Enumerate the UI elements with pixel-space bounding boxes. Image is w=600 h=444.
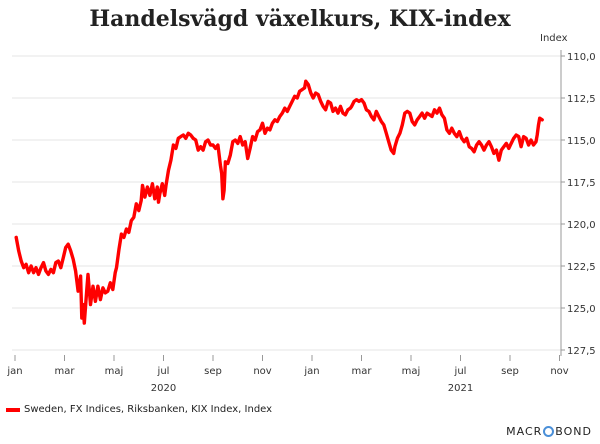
x-tick-label: sep [501,366,519,377]
y-tick-label: 115,0 [567,136,596,147]
brand-suffix: BOND [555,425,592,438]
x-tick-label: maj [402,366,421,377]
x-tick-label: sep [204,366,222,377]
x-tick-label: mar [352,366,373,377]
y-tick-label: 122,5 [567,262,596,273]
x-year-label: 2021 [448,383,473,394]
brand-prefix: MACR [506,425,543,438]
x-tick-label: maj [105,366,124,377]
x-tick-label: nov [550,366,568,377]
y-tick-label: 125,0 [567,304,596,315]
x-tick-label: mar [55,366,76,377]
x-tick-label: jul [157,366,170,377]
y-axis-label: Index [540,33,568,44]
x-tick-label: nov [253,366,271,377]
brand-o-mark-icon [543,426,555,437]
y-tick-label: 110,0 [567,52,596,63]
series-line-kix [14,79,544,325]
y-tick-label: 127,5 [567,346,596,357]
x-tick-label: jan [303,366,319,377]
chart-title: Handelsvägd växelkurs, KIX-index [89,6,511,32]
legend-swatch [6,407,20,412]
y-tick-label: 112,5 [567,94,596,105]
legend-label: Sweden, FX Indices, Riksbanken, KIX Inde… [24,404,273,415]
macrobond-logo: MACR BOND [506,425,592,438]
x-tick-label: jan [6,366,22,377]
legend: Sweden, FX Indices, Riksbanken, KIX Inde… [6,404,272,415]
y-tick-label: 120,0 [567,220,596,231]
x-year-label: 2020 [151,383,176,394]
x-tick-label: jul [454,366,467,377]
y-tick-label: 117,5 [567,178,596,189]
